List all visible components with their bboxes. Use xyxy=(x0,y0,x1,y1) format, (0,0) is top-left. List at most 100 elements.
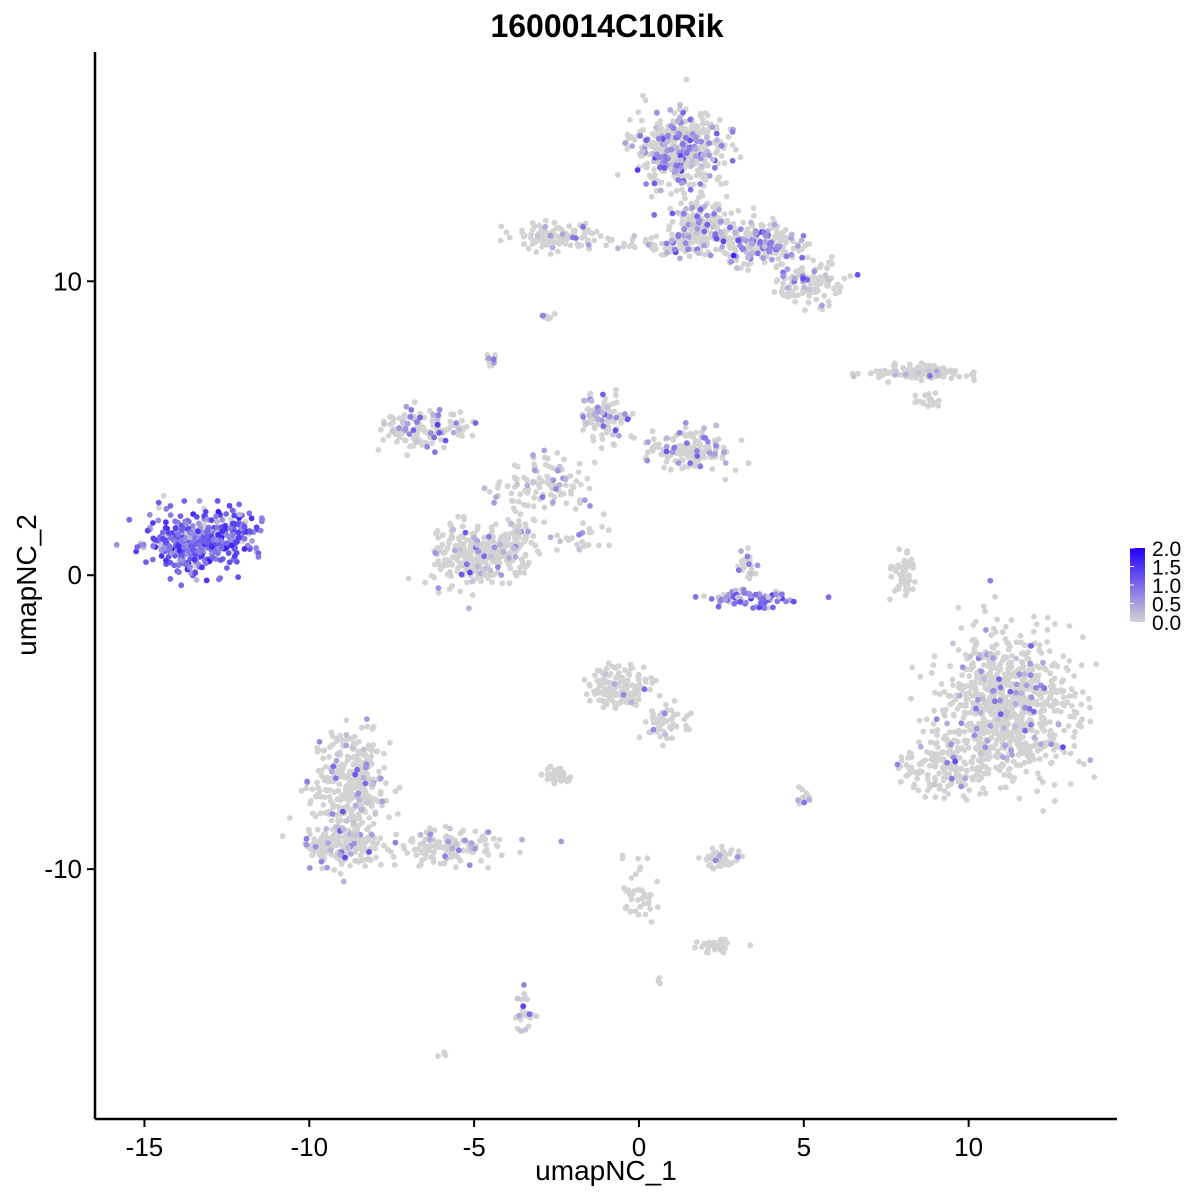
cell-point xyxy=(355,813,362,820)
cell-point xyxy=(898,754,905,760)
cell-point xyxy=(214,518,220,525)
cell-point xyxy=(372,845,378,852)
cell-point xyxy=(675,460,682,466)
cell-point xyxy=(409,838,416,845)
y-tick-label: -10 xyxy=(44,854,82,884)
cell-point xyxy=(1009,652,1015,659)
cell-point xyxy=(958,625,965,631)
cell-point xyxy=(598,445,605,451)
cell-point xyxy=(418,861,424,868)
cell-point xyxy=(635,855,641,862)
cell-point xyxy=(971,686,978,692)
cell-point xyxy=(908,695,914,702)
cell-point xyxy=(175,531,181,538)
cell-point xyxy=(969,774,976,781)
cell-point xyxy=(686,726,692,733)
cell-point xyxy=(747,942,754,949)
cell-point xyxy=(637,864,644,871)
cell-point xyxy=(568,491,575,497)
cell-point xyxy=(369,831,375,838)
cell-point xyxy=(444,546,450,552)
cell-point xyxy=(181,498,188,504)
cell-point xyxy=(1027,672,1034,678)
cell-point xyxy=(541,447,548,454)
cell-point xyxy=(611,442,618,448)
cell-point xyxy=(486,533,492,540)
cell-point xyxy=(575,469,582,475)
cell-point xyxy=(443,847,450,854)
cell-point xyxy=(758,221,765,228)
cell-point xyxy=(223,511,230,517)
cell-point xyxy=(790,292,797,299)
cell-point xyxy=(335,804,342,810)
cell-point xyxy=(900,568,907,575)
cell-point xyxy=(774,243,781,250)
cell-point xyxy=(677,102,683,108)
cell-point xyxy=(1091,774,1098,780)
cell-point xyxy=(591,411,598,418)
cell-point xyxy=(647,686,653,693)
cell-point xyxy=(477,837,483,844)
cell-point xyxy=(377,426,384,433)
cell-point xyxy=(515,498,522,505)
cell-point xyxy=(709,124,716,131)
cell-point xyxy=(771,289,778,295)
cell-point xyxy=(1012,701,1019,707)
cell-point xyxy=(514,463,521,470)
cell-point xyxy=(798,237,805,244)
cell-point xyxy=(813,296,820,303)
cell-point xyxy=(1041,665,1047,672)
cell-point xyxy=(1027,753,1034,760)
cell-point xyxy=(658,240,665,247)
cell-point xyxy=(1011,775,1018,781)
cell-point xyxy=(722,476,729,483)
cell-point xyxy=(655,444,662,451)
cell-point xyxy=(713,422,719,429)
cell-point xyxy=(445,838,452,845)
cell-point xyxy=(253,524,260,531)
cell-point xyxy=(355,748,361,755)
x-tick-label: -15 xyxy=(126,1132,164,1162)
cell-point xyxy=(1022,651,1028,658)
cell-point xyxy=(799,290,806,297)
cell-point xyxy=(1026,758,1033,765)
cell-point xyxy=(996,667,1003,674)
cell-point xyxy=(740,245,746,252)
cell-point xyxy=(977,744,984,750)
cell-point xyxy=(824,265,830,272)
cell-point xyxy=(656,135,662,142)
cell-point xyxy=(467,569,473,576)
cell-point xyxy=(667,205,673,212)
cell-point xyxy=(592,672,598,679)
cell-point xyxy=(957,766,964,772)
cell-point xyxy=(701,425,707,432)
cell-point xyxy=(744,553,751,560)
cell-point xyxy=(667,107,674,113)
cell-point xyxy=(347,862,353,869)
cell-point xyxy=(691,125,697,132)
cell-point xyxy=(888,573,895,580)
cell-point xyxy=(1041,700,1047,707)
cell-point xyxy=(195,520,202,527)
cell-point xyxy=(616,700,623,706)
cell-point xyxy=(653,124,659,131)
cell-point xyxy=(1064,667,1071,674)
cell-point xyxy=(246,510,253,517)
cell-point xyxy=(639,148,646,155)
cell-point xyxy=(950,640,956,647)
cell-point xyxy=(678,157,685,164)
cell-point xyxy=(622,905,629,912)
cell-point xyxy=(1018,690,1025,697)
cell-point xyxy=(963,683,970,689)
cell-point xyxy=(551,767,558,774)
cell-point xyxy=(525,528,532,535)
cell-point xyxy=(993,671,1000,678)
cell-point xyxy=(610,691,616,698)
cell-point xyxy=(342,854,348,861)
cell-point xyxy=(904,559,911,566)
cell-point xyxy=(933,739,940,746)
cell-point xyxy=(533,249,540,255)
cell-point xyxy=(620,685,627,691)
cell-point xyxy=(1076,758,1082,765)
cell-point xyxy=(357,852,364,859)
